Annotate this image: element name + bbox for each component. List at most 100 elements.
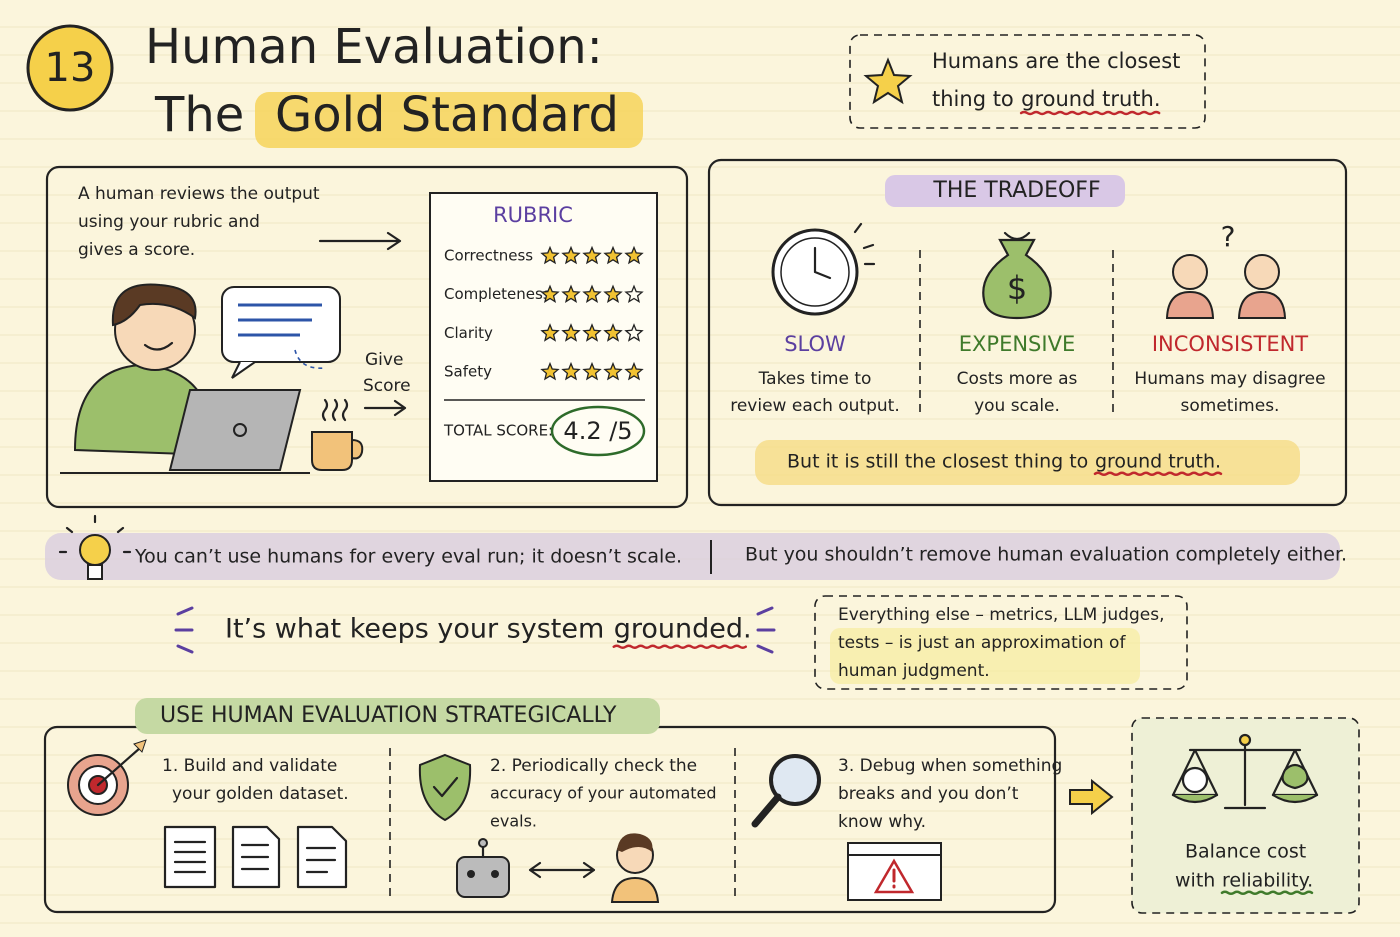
title: Human Evaluation: xyxy=(145,19,603,75)
tradeoff-item-text: Takes time to xyxy=(758,369,872,389)
rubric-title: RUBRIC xyxy=(493,203,573,227)
callout-box xyxy=(849,34,1206,129)
tradeoff-item-text: Humans may disagree xyxy=(1134,369,1325,389)
step-text: 3. Debug when something xyxy=(838,756,1062,776)
step-text: accuracy of your automated xyxy=(490,784,717,803)
star-filled xyxy=(540,323,560,342)
star-filled xyxy=(624,245,644,265)
robot-human-icon xyxy=(456,833,660,903)
review-text: A human reviews the output xyxy=(78,184,320,204)
give-score-label: Give xyxy=(365,350,403,370)
star-filled xyxy=(582,245,602,265)
banner-text: But you shouldn’t remove human evaluatio… xyxy=(745,544,1347,566)
underline xyxy=(1220,890,1314,896)
person-illustration xyxy=(60,283,364,474)
target-icon xyxy=(67,739,147,816)
title: The xyxy=(154,87,244,143)
criterion-name: Safety xyxy=(444,363,492,381)
bulb-icon xyxy=(58,514,132,580)
star-empty xyxy=(624,284,644,303)
criterion-name: Correctness xyxy=(444,247,533,265)
step-text: know why. xyxy=(838,812,926,832)
star-icon xyxy=(863,57,913,105)
star-empty xyxy=(624,323,644,342)
note-text: human judgment. xyxy=(838,661,990,681)
total-score: 4.2 /5 xyxy=(563,417,632,445)
tradeoff-footer: But it is still the closest thing to xyxy=(787,451,1088,473)
highlight xyxy=(135,698,660,734)
warning-window-icon xyxy=(847,842,942,901)
callout-text: thing to xyxy=(932,87,1014,111)
underline xyxy=(1019,110,1161,116)
note-text: tests – is just an approximation of xyxy=(838,633,1126,653)
review-text: using your rubric and xyxy=(78,212,260,232)
tradeoff-footer-underlined: ground truth. xyxy=(1095,451,1221,473)
note-text: Everything else – metrics, LLM judges, xyxy=(838,605,1164,625)
tradeoff-item-text: review each output. xyxy=(730,396,900,416)
tradeoff-item-title: SLOW xyxy=(784,332,846,356)
star-filled xyxy=(540,361,560,381)
total-label: TOTAL SCORE: xyxy=(443,422,553,440)
star-filled xyxy=(603,284,623,303)
give-score-label: Score xyxy=(363,376,411,396)
step-text: 1. Build and validate xyxy=(162,756,337,776)
scale-icon xyxy=(1171,733,1319,810)
banner xyxy=(45,533,1340,580)
star-filled xyxy=(561,284,581,303)
star-filled xyxy=(561,361,581,381)
star-filled xyxy=(603,245,623,265)
star-filled xyxy=(582,323,602,342)
callout-underlined: ground truth. xyxy=(1021,87,1160,111)
balance-text: with xyxy=(1175,870,1215,892)
star-filled xyxy=(603,323,623,342)
tradeoff-title: THE TRADEOFF xyxy=(932,178,1100,203)
star-filled xyxy=(540,245,560,265)
underline xyxy=(612,644,747,649)
clock-icon xyxy=(771,222,876,316)
question-mark: ? xyxy=(1221,220,1236,253)
highlight xyxy=(885,175,1125,207)
people-icon xyxy=(1165,254,1287,319)
dollar-sign: $ xyxy=(1007,269,1027,307)
star-filled xyxy=(603,361,623,381)
strategy-title: USE HUMAN EVALUATION STRATEGICALLY xyxy=(160,703,617,728)
banner-text: You can’t use humans for every eval run;… xyxy=(134,546,682,568)
step-text: 2. Periodically check the xyxy=(490,756,697,776)
highlight xyxy=(255,92,643,148)
emphasis-marks xyxy=(174,606,776,654)
review-text: gives a score. xyxy=(78,240,195,260)
criterion-name: Clarity xyxy=(444,324,493,342)
note-box xyxy=(814,595,1188,690)
section-number: 13 xyxy=(45,45,96,91)
arrow xyxy=(363,399,407,417)
step-text: evals. xyxy=(490,812,537,831)
star-filled xyxy=(540,284,560,303)
tradeoff-item-text: you scale. xyxy=(974,396,1060,416)
documents-icon xyxy=(163,825,348,889)
tradeoff-item-title: INCONSISTENT xyxy=(1152,332,1308,356)
magnifier-icon xyxy=(751,754,821,828)
step-text: your golden dataset. xyxy=(172,784,349,804)
tradeoff-panel xyxy=(707,158,1348,507)
underline xyxy=(1093,471,1223,477)
rubric-card xyxy=(429,192,658,482)
grounded-underlined: grounded. xyxy=(614,614,752,645)
step-text: breaks and you don’t xyxy=(838,784,1019,804)
number-badge xyxy=(26,24,114,112)
money-bag-icon xyxy=(982,231,1052,320)
arrow xyxy=(1069,778,1114,816)
highlight xyxy=(830,628,1140,684)
tradeoff-item-text: sometimes. xyxy=(1181,396,1280,416)
arrow xyxy=(318,231,402,251)
tradeoff-item-title: EXPENSIVE xyxy=(959,332,1075,356)
star-filled xyxy=(582,361,602,381)
star-filled xyxy=(561,323,581,342)
shield-icon xyxy=(418,753,472,822)
balance-underlined: reliability. xyxy=(1222,870,1313,892)
score-circle xyxy=(550,405,646,457)
grounded-text: It’s what keeps your system xyxy=(225,614,604,645)
callout-text: Humans are the closest xyxy=(932,49,1180,73)
star-filled xyxy=(561,245,581,265)
